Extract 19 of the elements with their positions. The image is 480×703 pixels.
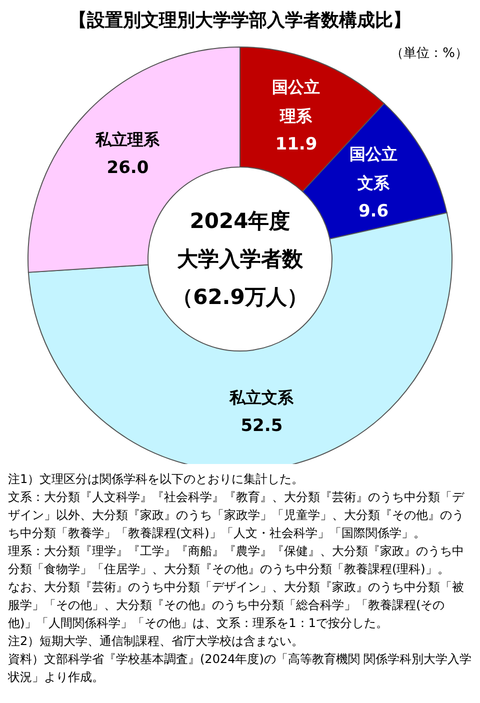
text: なお、大分類『芸術』のうち中分類「デザイン」、大分類『家政』のうち中分類「被服学」「その他」、大分類『その他』のうち中分類「総合科学」「教養課程(その他)」「人間関係科学」「その他」は、文系：理系を1：1で按分した。 xyxy=(8,579,465,632)
chart-title: 【設置別文理別大学学部入学者数構成比】 xyxy=(68,9,412,33)
slice-label: 国公立文系 xyxy=(350,144,398,192)
slice-label: 国公立理系 xyxy=(272,77,320,126)
text: 理系：大分類『理学』『工学』『商船』『農学』『保健』、大分類『家政』のうち中分類「食物学」「住居学」、大分類『その他』のうち中分類「教養課程(理科)」。 xyxy=(8,543,465,578)
text: 2024年度 xyxy=(190,209,290,233)
text: 注2）短期大学、通信制課程、省庁大学校は含まない。 xyxy=(8,633,305,650)
text: （62.9万人） xyxy=(172,285,308,309)
data-label: 26.0 xyxy=(106,158,149,178)
text: 文系：大分類『人文科学』『社会科学』『教育』、大分類『芸術』のうち中分類「デザイン」以外、大分類『家政』のうち「家政学」「児童学」、大分類『その他』のうち中分類「教養学」「教養課程(文科)」「人文・社会科学」「国際関係学」。 xyxy=(8,489,466,542)
data-label: 11.9 xyxy=(275,134,318,155)
slice-label: 私立理系 xyxy=(94,130,161,149)
slice-label: 私立文系 xyxy=(228,387,295,406)
text: 資料）文部科学省『学校基本調査』(2024年度)の「高等教育機関 関係学科別大学入学状況」より作成。 xyxy=(8,651,472,686)
data-label: 9.6 xyxy=(358,201,389,222)
text: 注1）文理区分は関係学科を以下のとおりに集計した。 xyxy=(8,471,305,488)
chart-subtitle: （単位：%） xyxy=(390,45,468,62)
data-label: 52.5 xyxy=(240,416,283,436)
text: 大学入学者数 xyxy=(177,247,304,271)
